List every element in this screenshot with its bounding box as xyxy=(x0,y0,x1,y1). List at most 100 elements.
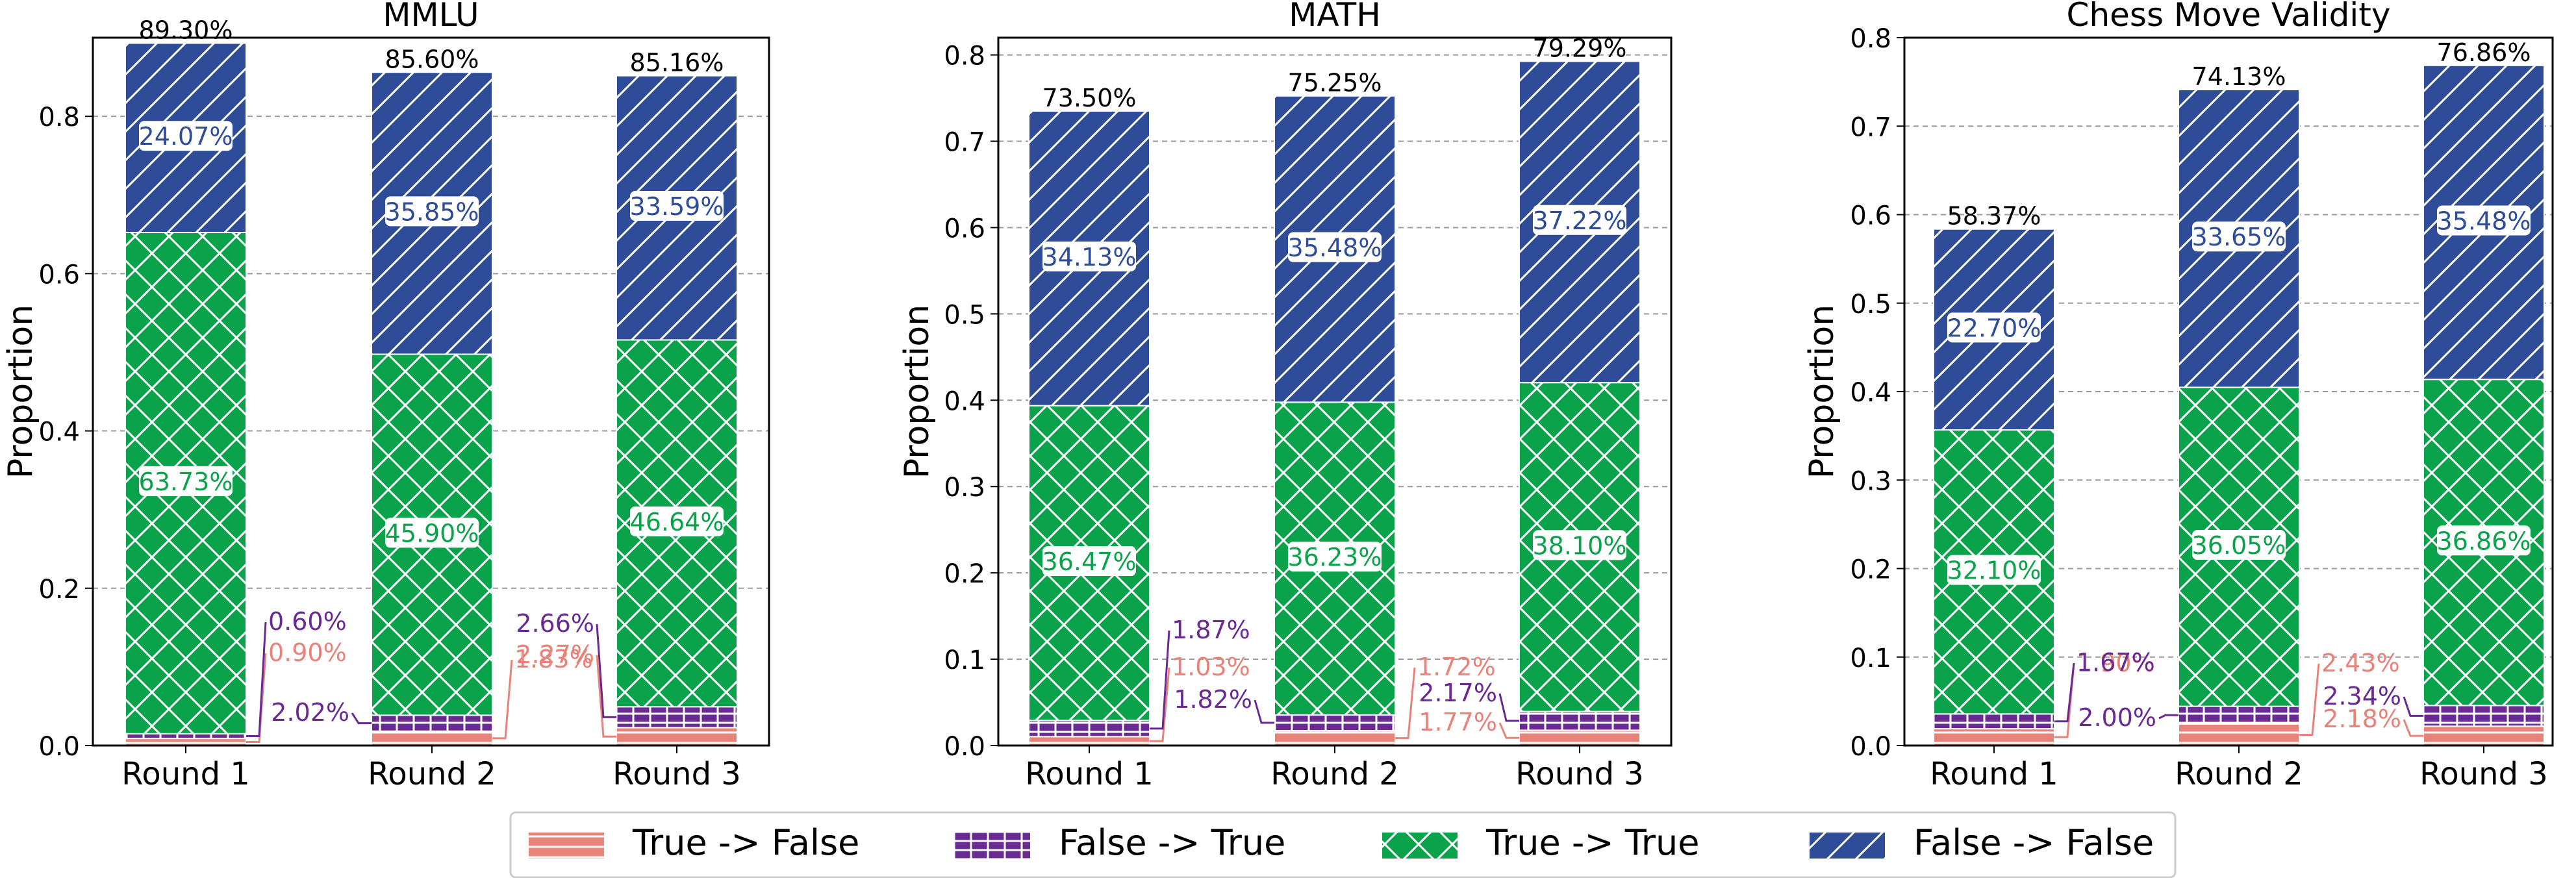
value-label-false-true: 2.17% xyxy=(1419,679,1497,707)
y-tick-label: 0.1 xyxy=(944,646,985,675)
chart-2: MATH Proportion 0.0 0.1 0.2 0.3 0.4 0.5 0.6 0.7 0.… xyxy=(898,0,1673,792)
value-label-box xyxy=(2192,530,2286,560)
bar-hatch-false-true xyxy=(1029,720,1150,737)
legend-label-true-false: True -> False xyxy=(632,822,859,863)
value-label-box xyxy=(630,506,724,536)
value-label-box xyxy=(630,191,724,221)
value-label-box xyxy=(139,121,233,151)
value-label-false-true: 0.60% xyxy=(268,607,347,636)
total-label: 75.25% xyxy=(1288,69,1382,97)
y-tick-label: 0.8 xyxy=(944,42,985,71)
y-axis-label: Proportion xyxy=(1802,305,1841,479)
value-label-true-false: 2.18% xyxy=(2323,705,2401,733)
value-label-false-false: 35.48% xyxy=(1288,234,1382,262)
y-tick-label: 0.1 xyxy=(1850,644,1891,673)
value-label-false-false: 33.59% xyxy=(630,192,724,221)
total-label: 85.16% xyxy=(630,49,724,77)
chart-1: MMLU Proportion 0.0 0.2 0.4 0.6 0.8 89.30% 63.73… xyxy=(1,0,770,792)
value-label-true-true: 36.47% xyxy=(1042,547,1137,576)
value-label-true-false: 2.27% xyxy=(516,640,594,669)
y-tick-label: 0.8 xyxy=(38,103,80,132)
leader-line-true-false xyxy=(2403,719,2423,737)
leader-line-false-true xyxy=(2158,714,2178,720)
value-label-false-false: 37.22% xyxy=(1533,207,1627,235)
y-tick-label: 0.4 xyxy=(944,386,985,416)
value-label-true-false: 1.03% xyxy=(1172,653,1250,681)
value-label-box xyxy=(1947,555,2041,585)
value-label-box xyxy=(1288,232,1382,262)
y-tick-label: 0.2 xyxy=(944,559,985,589)
legend-swatch-hatch xyxy=(955,833,1030,859)
value-label-box xyxy=(2437,525,2531,556)
leader-line-false-true xyxy=(596,623,616,718)
value-label-false-false: 24.07% xyxy=(139,122,233,151)
y-tick-label: 0.3 xyxy=(944,473,985,503)
legend-label-false-true: False -> True xyxy=(1059,822,1285,863)
value-label-box xyxy=(1042,241,1136,271)
value-label-box xyxy=(2192,221,2286,252)
legend-swatch-hatch xyxy=(529,833,604,859)
x-tick-label: Round 2 xyxy=(1270,756,1399,792)
y-tick-label: 0.3 xyxy=(1850,466,1891,496)
value-label-box xyxy=(139,466,233,496)
bar-hatch-false-true xyxy=(616,707,737,728)
bar-hatch-true-false xyxy=(2423,726,2544,746)
bar-hatch-false-true xyxy=(372,715,492,731)
bar-hatch-true-false xyxy=(372,731,492,746)
value-label-box xyxy=(2437,205,2531,236)
y-tick-label: 0.0 xyxy=(38,732,80,762)
value-label-box xyxy=(1042,546,1136,577)
total-label: 76.86% xyxy=(2437,38,2531,67)
leader-line-true-false xyxy=(596,655,616,738)
leader-line-true-false xyxy=(1498,722,1519,739)
y-tick-label: 0.4 xyxy=(38,418,80,447)
value-label-true-false: 1.72% xyxy=(1417,653,1496,681)
total-label: 74.13% xyxy=(2192,62,2286,91)
leader-line-true-false xyxy=(2054,663,2075,738)
value-label-true-false: 1.77% xyxy=(1419,708,1497,736)
total-label: 58.37% xyxy=(1947,202,2041,231)
value-label-box xyxy=(1288,542,1382,572)
y-tick-label: 0.0 xyxy=(944,732,985,762)
leader-line-false-true xyxy=(1254,699,1274,724)
x-tick-label: Round 2 xyxy=(2175,756,2303,792)
value-label-false-false: 22.70% xyxy=(1947,314,2041,342)
y-tick-label: 0.7 xyxy=(944,128,985,158)
bar-hatch-true-false xyxy=(2178,723,2299,746)
y-tick-label: 0.6 xyxy=(1850,201,1891,231)
bar-hatch-false-true xyxy=(125,733,246,739)
bar-hatch-false-true xyxy=(1519,711,1640,731)
legend-swatch-hatch xyxy=(1810,833,1885,859)
bar-hatch-true-false xyxy=(125,738,246,746)
x-tick-label: Round 3 xyxy=(1515,756,1644,792)
value-label-true-true: 45.90% xyxy=(385,519,479,547)
leader-line-false-true xyxy=(2054,662,2075,723)
value-label-true-true: 36.86% xyxy=(2437,527,2531,555)
value-label-false-false: 35.48% xyxy=(2437,207,2531,235)
x-tick-label: Round 1 xyxy=(1025,756,1154,792)
value-label-true-true: 36.05% xyxy=(2192,531,2286,560)
bar-hatch-true-false xyxy=(1519,730,1640,746)
value-label-true-true: 63.73% xyxy=(139,468,233,496)
value-label-box xyxy=(385,518,479,548)
chart-3: Chess Move Validity Proportion 0.0 0.1 0.2 0.… xyxy=(1802,0,2554,792)
chart-title: Chess Move Validity xyxy=(2067,0,2391,34)
x-tick-label: Round 1 xyxy=(121,756,250,792)
leader-line-true-false xyxy=(492,659,513,740)
legend: True -> False False -> True True -> True Fa… xyxy=(509,811,2177,878)
total-label: 79.29% xyxy=(1533,34,1627,62)
value-label-false-true: 2.02% xyxy=(271,698,349,727)
plot-frame xyxy=(997,36,1673,747)
chart-title: MMLU xyxy=(383,0,479,34)
y-axis-label: Proportion xyxy=(1,305,40,479)
plot-frame xyxy=(1903,36,2554,747)
leader-line-false-true xyxy=(246,621,267,737)
plot-frame xyxy=(92,36,770,747)
value-label-false-true: 2.34% xyxy=(2323,682,2401,710)
total-label: 73.50% xyxy=(1042,84,1137,112)
y-tick-label: 0.2 xyxy=(38,575,80,605)
value-label-false-false: 34.13% xyxy=(1042,243,1137,271)
leader-line-true-false xyxy=(1150,667,1170,742)
y-tick-label: 0.5 xyxy=(1850,290,1891,320)
